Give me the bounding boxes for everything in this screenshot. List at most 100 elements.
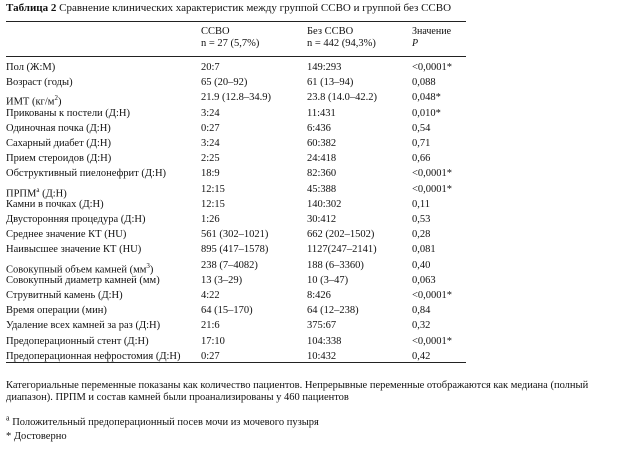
row-characteristic: ПРПМa (Д:Н) xyxy=(6,185,67,200)
header-p-symbol: P xyxy=(412,38,419,49)
row-ssvo-value: 0:27 xyxy=(201,350,220,362)
row-no-ssvo-value: 24:418 xyxy=(307,153,337,165)
footnote-a-marker: a xyxy=(6,413,10,423)
header-group-no-ssvo-n: n = 442 (94,3%) xyxy=(307,38,376,49)
row-p-value: 0,32 xyxy=(412,320,431,332)
header-group-no-ssvo-name: Без ССВО xyxy=(307,26,354,37)
row-no-ssvo-value: 82:360 xyxy=(307,168,337,180)
row-p-value: 0,048* xyxy=(412,92,441,104)
row-characteristic: Наивысшее значение КТ (HU) xyxy=(6,244,142,256)
row-ssvo-value: 64 (15–170) xyxy=(201,305,253,317)
table-row: Струвитный камень (Д:Н) 4:22 8:426 <0,0001* xyxy=(0,289,628,304)
header-p-label: Значение xyxy=(412,26,452,37)
row-characteristic: Совокупный объем камней (мм3) xyxy=(6,261,154,276)
footnote-a-text: Положительный предоперационный посев моч… xyxy=(9,417,319,428)
row-no-ssvo-value: 662 (202–1502) xyxy=(307,229,375,241)
row-characteristic: Время операции (мин) xyxy=(6,305,107,317)
row-p-value: 0,54 xyxy=(412,122,431,134)
table-row: Предоперационный стент (Д:Н) 17:10 104:338… xyxy=(0,335,628,350)
top-rule xyxy=(6,21,466,22)
table-row: Удаление всех камней за раз (Д:Н) 21:6 375… xyxy=(0,319,628,334)
row-no-ssvo-value: 8:426 xyxy=(307,290,331,301)
footnote-main: Категориальные переменные показаны как к… xyxy=(6,380,589,403)
row-p-value: <0,0001* xyxy=(412,183,453,195)
row-ssvo-value: 238 (7–4082) xyxy=(201,259,258,271)
header-rule xyxy=(6,56,466,57)
row-ssvo-value: 13 (3–29) xyxy=(201,274,243,286)
row-ssvo-value: 4:22 xyxy=(201,290,220,301)
row-characteristic: Прием стероидов (Д:Н) xyxy=(6,153,112,165)
table-row: Совокупный диаметр камней (мм) 13 (3–29) 1… xyxy=(0,274,628,289)
row-p-value: <0,0001* xyxy=(412,168,453,180)
row-no-ssvo-value: 11:431 xyxy=(307,107,336,119)
table-row: Одиночная почка (Д:Н) 0:27 6:436 0,54 xyxy=(0,122,628,137)
row-no-ssvo-value: 23.8 (14.0–42.2) xyxy=(307,92,377,104)
row-characteristic: Предоперационный стент (Д:Н) xyxy=(6,335,149,347)
footnote-a: a Положительный предоперационный посев м… xyxy=(6,413,618,429)
table-row: Возраст (годы) 65 (20–92) 61 (13–94) 0,088 xyxy=(0,76,628,91)
footnote-star: * Достоверно xyxy=(6,431,67,442)
row-ssvo-value: 561 (302–1021) xyxy=(201,229,269,241)
row-characteristic: Камни в почках (Д:Н) xyxy=(6,198,104,210)
header-group-ssvo-name: ССВО xyxy=(201,26,230,37)
row-p-value: 0,010* xyxy=(412,107,441,119)
row-no-ssvo-value: 10 (3–47) xyxy=(307,274,349,286)
table-row: Камни в почках (Д:Н) 12:15 140:302 0,11 xyxy=(0,198,628,213)
row-no-ssvo-value: 104:338 xyxy=(307,335,342,347)
row-p-value: 0,40 xyxy=(412,259,431,271)
table-row: Время операции (мин) 64 (15–170) 64 (12–23… xyxy=(0,304,628,319)
bottom-rule xyxy=(6,362,466,363)
table-row: Сахарный диабет (Д:Н) 3:24 60:382 0,71 xyxy=(0,137,628,152)
table-row: Предоперационная нефростомия (Д:Н) 0:27 10… xyxy=(0,350,628,365)
table-caption: Сравнение клинических характеристик межд… xyxy=(56,2,452,14)
row-no-ssvo-value: 375:67 xyxy=(307,320,337,332)
header-group-no-ssvo: Без ССВО n = 442 (94,3%) xyxy=(307,26,376,50)
row-ssvo-value: 17:10 xyxy=(201,335,225,347)
row-ssvo-value: 12:15 xyxy=(201,198,225,210)
row-no-ssvo-value: 149:293 xyxy=(307,62,342,73)
table-number: Таблица 2 xyxy=(6,2,57,14)
header-p-value: Значение P xyxy=(412,26,451,50)
row-ssvo-value: 65 (20–92) xyxy=(201,77,248,89)
table-row: Наивысшее значение КТ (HU) 895 (417–1578)… xyxy=(0,243,628,258)
table-row: Пол (Ж:М) 20:7 149:293 <0,0001* xyxy=(0,61,628,76)
table-title: Таблица 2 Сравнение клинических характер… xyxy=(6,2,451,14)
row-p-value: 0,081 xyxy=(412,244,436,256)
row-characteristic: Совокупный диаметр камней (мм) xyxy=(6,274,160,286)
table-row: ПРПМa (Д:Н) 12:15 45:388 <0,0001* xyxy=(0,183,628,200)
row-ssvo-value: 1:26 xyxy=(201,214,220,225)
row-p-value: <0,0001* xyxy=(412,290,453,301)
table-row: Прием стероидов (Д:Н) 2:25 24:418 0,66 xyxy=(0,152,628,167)
row-ssvo-value: 895 (417–1578) xyxy=(201,244,269,256)
row-characteristic: Струвитный камень (Д:Н) xyxy=(6,290,123,301)
row-ssvo-value: 18:9 xyxy=(201,168,220,180)
table-row: ИМТ (кг/м2) 21.9 (12.8–34.9) 23.8 (14.0–42… xyxy=(0,91,628,108)
row-characteristic: Двусторонняя процедура (Д:Н) xyxy=(6,214,146,225)
row-characteristic: Сахарный диабет (Д:Н) xyxy=(6,138,111,149)
row-ssvo-value: 21:6 xyxy=(201,320,220,332)
header-group-ssvo-n: n = 27 (5,7%) xyxy=(201,38,260,49)
row-no-ssvo-value: 10:432 xyxy=(307,350,337,362)
row-no-ssvo-value: 64 (12–238) xyxy=(307,305,359,317)
row-no-ssvo-value: 61 (13–94) xyxy=(307,77,354,89)
row-no-ssvo-value: 1127(247–2141) xyxy=(307,244,377,256)
row-ssvo-value: 0:27 xyxy=(201,122,220,134)
row-no-ssvo-value: 6:436 xyxy=(307,122,331,134)
row-p-value: 0,84 xyxy=(412,305,431,317)
row-p-value: 0,71 xyxy=(412,138,431,149)
row-p-value: 0,53 xyxy=(412,214,431,225)
row-ssvo-value: 3:24 xyxy=(201,107,220,119)
row-characteristic: Возраст (годы) xyxy=(6,77,73,89)
row-characteristic: Среднее значение КТ (HU) xyxy=(6,229,127,241)
table-row: Обструктивный пиелонефрит (Д:Н) 18:9 82:36… xyxy=(0,167,628,182)
row-p-value: 0,088 xyxy=(412,77,436,89)
row-characteristic: Обструктивный пиелонефрит (Д:Н) xyxy=(6,168,167,180)
row-characteristic: Прикованы к постели (Д:Н) xyxy=(6,107,130,119)
table-row: Прикованы к постели (Д:Н) 3:24 11:431 0,010… xyxy=(0,107,628,122)
header-group-ssvo: ССВО n = 27 (5,7%) xyxy=(201,26,259,50)
row-p-value: <0,0001* xyxy=(412,62,453,73)
row-ssvo-value: 21.9 (12.8–34.9) xyxy=(201,92,271,104)
row-no-ssvo-value: 60:382 xyxy=(307,138,337,149)
row-characteristic: Пол (Ж:М) xyxy=(6,62,56,73)
row-characteristic: Предоперационная нефростомия (Д:Н) xyxy=(6,350,181,362)
